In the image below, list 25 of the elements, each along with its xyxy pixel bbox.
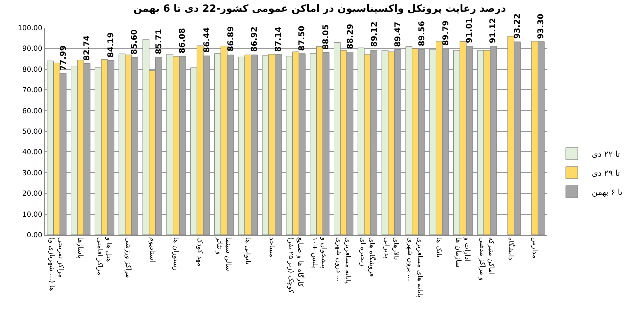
- data-label: 84.19: [106, 32, 116, 58]
- data-label: 88.05: [322, 24, 331, 50]
- data-label: 85.60: [130, 29, 140, 55]
- data-label: 86.08: [178, 28, 188, 54]
- legend-label: تا ۲۲ دی: [592, 150, 620, 160]
- data-label: 89.47: [394, 22, 403, 48]
- data-label: 93.22: [512, 14, 522, 40]
- legend-label: تا ۶ بهمن: [592, 188, 623, 198]
- chart-title: درصد رعایت پروتکل واکسیناسیون در اماکن عمومی کشور-22 دی تا 6 بهمن: [134, 4, 506, 15]
- data-label: 86.44: [202, 27, 212, 53]
- data-label: 86.92: [250, 26, 259, 52]
- data-label: 82.74: [82, 35, 92, 61]
- data-label: 89.56: [417, 20, 426, 47]
- data-label: 87.14: [274, 26, 283, 52]
- data-label: 89.79: [442, 20, 451, 46]
- data-label: 88.29: [346, 24, 355, 50]
- data-label: 86.89: [226, 26, 236, 52]
- data-label: 87.50: [298, 26, 306, 52]
- legend-label: تا ۲۹ دی: [592, 169, 620, 178]
- data-label: 89.12: [370, 22, 380, 48]
- data-label: 91.01: [465, 18, 474, 44]
- data-label: 91.12: [488, 18, 498, 44]
- data-label: 85.71: [154, 28, 164, 55]
- data-label: 77.99: [58, 45, 68, 71]
- data-label: 93.30: [536, 14, 546, 40]
